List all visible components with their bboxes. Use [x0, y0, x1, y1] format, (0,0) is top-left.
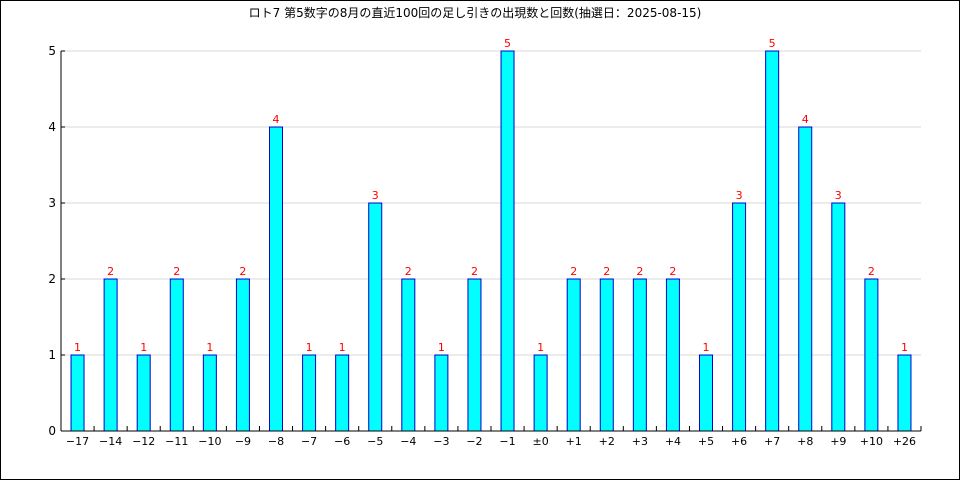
x-tick-label: +1 [566, 435, 582, 448]
gridlines [61, 50, 921, 356]
bar [533, 354, 548, 432]
bar [599, 278, 614, 432]
x-tick-label: +6 [731, 435, 747, 448]
data-label: 5 [769, 37, 776, 50]
data-label: 2 [636, 265, 643, 278]
data-label: 1 [438, 341, 445, 354]
bar [897, 354, 912, 432]
x-tick-label: +8 [797, 435, 813, 448]
bar [103, 278, 118, 432]
x-tick-label: −7 [301, 435, 317, 448]
x-tick-label: −1 [499, 435, 515, 448]
bar [765, 50, 780, 432]
bar [566, 278, 581, 432]
bar [70, 354, 85, 432]
x-tick-label: −17 [66, 435, 89, 448]
data-label: 3 [835, 189, 842, 202]
y-tick-label: 5 [48, 44, 56, 58]
data-label: 1 [206, 341, 213, 354]
data-label: 4 [802, 113, 809, 126]
bar [335, 354, 350, 432]
x-tick-label: +7 [764, 435, 780, 448]
x-tick-label: −9 [235, 435, 251, 448]
data-label: 2 [471, 265, 478, 278]
x-tick-label: −12 [132, 435, 155, 448]
bar [632, 278, 647, 432]
data-label: 3 [736, 189, 743, 202]
x-tick-label: −8 [268, 435, 284, 448]
data-label: 4 [273, 113, 280, 126]
x-tick-label: +2 [599, 435, 615, 448]
bar [169, 278, 184, 432]
bar [136, 354, 151, 432]
y-tick-label: 3 [48, 196, 56, 210]
bar [467, 278, 482, 432]
data-label: 2 [868, 265, 875, 278]
data-label: 1 [140, 341, 147, 354]
x-tick-label: +9 [830, 435, 846, 448]
bar [665, 278, 680, 432]
x-tick-label: −11 [165, 435, 188, 448]
x-tick-label: −4 [400, 435, 416, 448]
data-label: 1 [703, 341, 710, 354]
y-tick-label: 4 [48, 120, 56, 134]
x-tick-label: +5 [698, 435, 714, 448]
x-tick-labels: −17 −14 −12 −11 −10 −9 −8 −7 −6 −5 −4 −3 −2 −1 ±0 +1 +2 +… [66, 435, 916, 448]
bar [831, 202, 846, 432]
x-tick-label: +3 [632, 435, 648, 448]
data-label: 2 [669, 265, 676, 278]
data-label: 1 [74, 341, 81, 354]
y-tick-labels: 0 1 2 3 4 5 [48, 44, 56, 438]
bar [202, 354, 217, 432]
data-label: 1 [339, 341, 346, 354]
x-tick-label: ±0 [533, 435, 549, 448]
data-label: 2 [107, 265, 114, 278]
bar [235, 278, 250, 432]
data-label: 2 [173, 265, 180, 278]
data-label: 1 [537, 341, 544, 354]
x-tick-label: +26 [893, 435, 916, 448]
x-tick-label: −3 [433, 435, 449, 448]
x-tick-label: −2 [466, 435, 482, 448]
data-label: 2 [570, 265, 577, 278]
bar [269, 126, 283, 432]
bar [500, 50, 515, 432]
y-tick-label: 1 [48, 348, 56, 362]
x-tick-label: −6 [334, 435, 350, 448]
x-tick-label: −10 [198, 435, 221, 448]
x-tick-label: +4 [665, 435, 681, 448]
bars [70, 50, 912, 432]
bar [434, 354, 449, 432]
data-label: 3 [372, 189, 379, 202]
data-label: 2 [239, 265, 246, 278]
bar [732, 202, 747, 432]
bar [368, 202, 383, 432]
bar [798, 126, 813, 432]
bar [401, 278, 416, 432]
data-label: 2 [405, 265, 412, 278]
y-tick-label: 2 [48, 272, 56, 286]
x-tick-label: −5 [367, 435, 383, 448]
data-labels: 1 2 1 2 1 2 4 1 1 3 2 1 2 5 1 2 2 2 2 1 3 5 4 3 2 1 [74, 37, 908, 354]
data-label: 2 [603, 265, 610, 278]
bar [302, 354, 317, 432]
data-label: 5 [504, 37, 511, 50]
data-label: 1 [901, 341, 908, 354]
chart-title: ロト7 第5数字の8月の直近100回の足し引きの出現数と回数(抽選日：2025-… [249, 5, 702, 20]
y-tick-label: 0 [48, 424, 56, 438]
x-tick-label: +10 [860, 435, 883, 448]
axes [60, 50, 922, 432]
bar [699, 354, 713, 432]
bar [864, 278, 879, 432]
data-label: 1 [306, 341, 313, 354]
x-tick-label: −14 [99, 435, 122, 448]
